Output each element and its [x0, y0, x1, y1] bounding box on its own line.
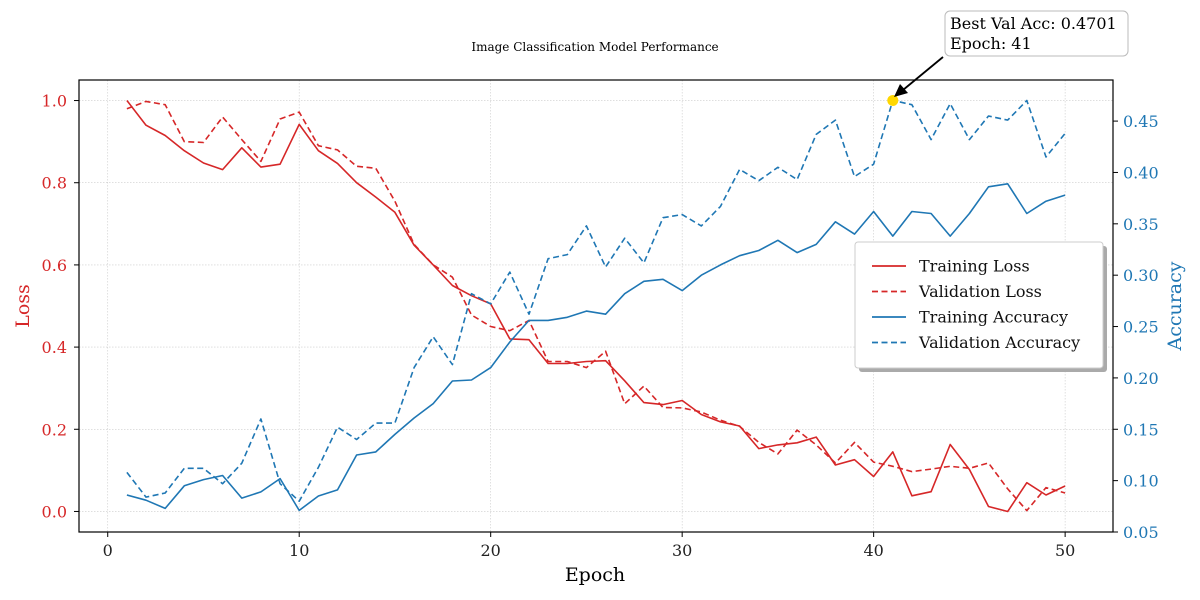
tick-layer: 0 10 20 30 40 50 0.0 0.2 0.4 0.6 0.8 1.0 0.05 0.10 0.1…	[42, 92, 1159, 560]
training-accuracy-line	[126, 183, 1066, 512]
y-left-axis-label: Loss	[12, 284, 34, 328]
plot-frame	[78, 79, 1114, 533]
y-right-axis-label: Accuracy	[1164, 261, 1186, 351]
legend-label-training-accuracy: Training Accuracy	[919, 308, 1068, 327]
annotation-box	[944, 10, 1129, 57]
legend-label-validation-loss: Validation Loss	[918, 282, 1042, 301]
x-tick-label: 10	[289, 541, 309, 560]
best-accuracy-marker	[887, 94, 899, 106]
validation-accuracy-line	[126, 99, 1066, 503]
y-right-tick-label: 0.45	[1123, 112, 1159, 131]
y-left-tick-label: 0.4	[42, 338, 67, 357]
x-tick-label: 30	[672, 541, 692, 560]
y-right-tick-label: 0.05	[1123, 523, 1159, 542]
y-left-tick-label: 0.6	[42, 256, 67, 275]
y-right-tick-label: 0.35	[1123, 215, 1159, 234]
y-right-tick-label: 0.25	[1123, 318, 1159, 337]
legend-label-training-loss: Training Loss	[919, 257, 1030, 276]
y-left-tick-label: 0.8	[42, 174, 67, 193]
series-layer	[126, 94, 1066, 513]
chart-title: Image Classification Model Performance	[471, 40, 718, 54]
annotation-line-1: Best Val Acc: 0.4701	[950, 14, 1117, 33]
x-tick-label: 0	[103, 541, 113, 560]
annotation-arrow-line	[902, 56, 944, 91]
x-tick-label: 50	[1055, 541, 1075, 560]
training-loss-line	[126, 100, 1066, 513]
y-right-tick-label: 0.20	[1123, 369, 1159, 388]
legend-box	[854, 241, 1104, 369]
y-right-tick-label: 0.10	[1123, 472, 1159, 491]
y-left-tick-label: 0.0	[42, 502, 67, 521]
validation-loss-line	[126, 100, 1066, 512]
legend-label-validation-accuracy: Validation Accuracy	[918, 333, 1080, 352]
y-right-tick-label: 0.15	[1123, 420, 1159, 439]
x-tick-label: 40	[863, 541, 883, 560]
y-left-tick-label: 1.0	[42, 92, 67, 111]
y-right-tick-label: 0.30	[1123, 266, 1159, 285]
best-accuracy-annotation: Best Val Acc: 0.4701 Epoch: 41	[894, 10, 1129, 97]
x-tick-label: 20	[481, 541, 501, 560]
y-right-tick-label: 0.40	[1123, 163, 1159, 182]
annotation-arrow-head	[894, 84, 908, 97]
annotation-line-2: Epoch: 41	[950, 34, 1032, 53]
legend: Training Loss Validation Loss Training Acc…	[854, 241, 1107, 372]
y-left-tick-label: 0.2	[42, 420, 67, 439]
x-axis-label: Epoch	[565, 564, 625, 586]
